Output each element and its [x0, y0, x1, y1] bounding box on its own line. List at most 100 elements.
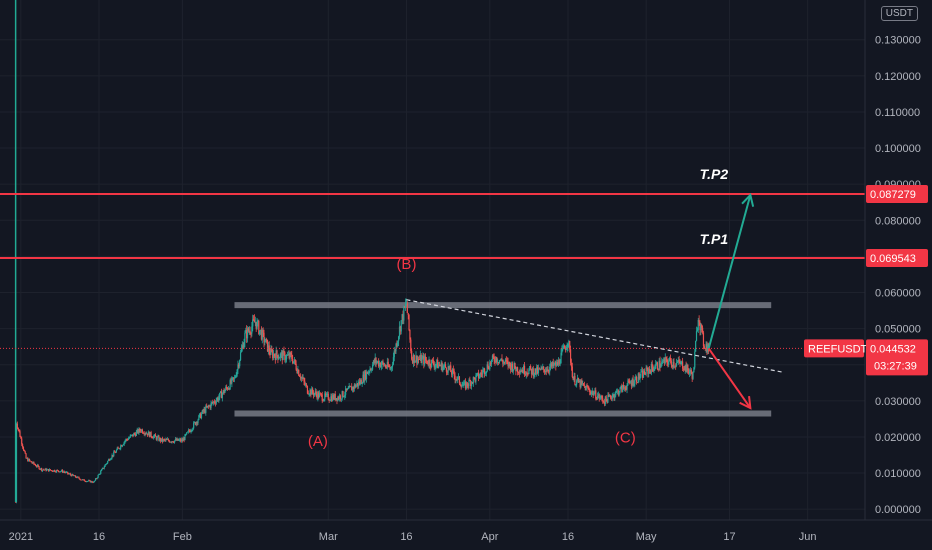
candle-body — [515, 368, 517, 372]
candle-body — [234, 376, 236, 378]
candle-body — [229, 380, 231, 390]
candle-body — [38, 466, 40, 470]
candle-body — [418, 359, 420, 360]
candle-body — [284, 352, 286, 361]
candle-body — [570, 362, 573, 367]
candle-body — [653, 369, 655, 372]
candle-body — [123, 441, 125, 445]
candle-body — [576, 380, 578, 385]
candle-body — [676, 362, 679, 364]
candle-body — [483, 368, 485, 371]
candle-body — [556, 362, 559, 366]
wave-label: (B) — [396, 256, 416, 273]
candle-body — [420, 354, 422, 363]
candle-body — [472, 377, 474, 384]
candle-body — [365, 371, 368, 380]
candle-body — [689, 369, 692, 372]
candle-body — [326, 393, 329, 395]
candle-body — [226, 387, 229, 390]
candle-body — [241, 345, 243, 349]
candle-body — [262, 330, 264, 333]
candle-body — [471, 382, 474, 384]
candle-body — [230, 380, 232, 384]
candle-body — [584, 386, 586, 391]
candle-body — [503, 362, 505, 364]
candle-body — [279, 357, 281, 359]
candle-body — [65, 472, 67, 473]
candle-body — [355, 385, 357, 388]
bearish-projection-arrow-head — [739, 396, 752, 410]
candle-body — [598, 394, 600, 399]
candle-body — [276, 350, 278, 356]
time-axis[interactable]: 2021 16 Feb Mar 16 Apr 16 May 17 Jun — [9, 531, 817, 543]
candle-body — [516, 367, 518, 372]
price-tick-label: 0.120000 — [875, 71, 921, 83]
candle-body — [124, 440, 126, 442]
candle-body — [377, 361, 379, 363]
candle-body — [295, 363, 297, 370]
candle-body — [637, 373, 639, 383]
currency-badge[interactable]: USDT — [880, 6, 918, 21]
candle-body — [419, 354, 421, 360]
candle-body — [611, 396, 613, 399]
candle-body — [302, 378, 304, 379]
candle-body — [282, 350, 284, 361]
candle-body — [285, 358, 287, 361]
candle-body — [435, 364, 437, 366]
candle-body — [112, 454, 114, 456]
time-tick-label: Apr — [481, 531, 498, 543]
candle-body — [116, 447, 118, 451]
candle-body — [341, 391, 343, 399]
symbol-tag — [804, 339, 864, 358]
candle-body — [212, 402, 214, 404]
candle-body — [101, 469, 103, 471]
candle-body — [195, 421, 197, 425]
candle-body — [445, 367, 447, 372]
candle-body — [99, 473, 101, 475]
candle-body — [530, 368, 533, 375]
candle-body — [502, 361, 504, 364]
candle-body — [614, 395, 616, 398]
candle-body — [456, 379, 458, 381]
candle-body — [279, 353, 282, 358]
candle-body — [550, 363, 553, 367]
candle-body — [64, 472, 66, 473]
candle-body — [268, 345, 270, 352]
candle-body — [537, 368, 540, 374]
candle-body — [303, 378, 305, 382]
candle-body — [370, 369, 372, 370]
candle-body — [375, 357, 377, 363]
candle-body — [558, 360, 560, 365]
candle-body — [629, 382, 632, 384]
candle-body — [682, 361, 684, 369]
candle-body — [692, 372, 694, 379]
candle-body — [144, 433, 146, 435]
candle-body — [364, 371, 366, 382]
candle-body — [213, 401, 215, 403]
candle-body — [442, 366, 444, 371]
candle-body — [609, 395, 612, 398]
candle-body — [46, 469, 48, 471]
candle-body — [466, 382, 468, 386]
candle-body — [15, 501, 17, 503]
candle-body — [180, 439, 182, 442]
candle-body — [638, 373, 640, 379]
candle-body — [48, 469, 51, 472]
candle-body — [73, 475, 75, 477]
price-tags: 0.087279 0.069543 REEFUSDT 0.044532 03:27:39 — [804, 184, 928, 376]
candle-body — [407, 313, 409, 315]
candle-body — [659, 360, 661, 368]
candle-body — [189, 431, 191, 432]
candle-body — [56, 470, 58, 471]
candle-body — [664, 357, 666, 364]
candle-body — [120, 445, 122, 449]
candle-body — [15, 423, 18, 502]
candle-body — [83, 479, 85, 481]
candle-body — [162, 439, 164, 442]
price-tick-label: 0.010000 — [875, 468, 921, 480]
candle-body — [379, 362, 381, 368]
candle-body — [589, 389, 591, 393]
candle-body — [645, 367, 647, 375]
candle-body — [650, 363, 652, 374]
